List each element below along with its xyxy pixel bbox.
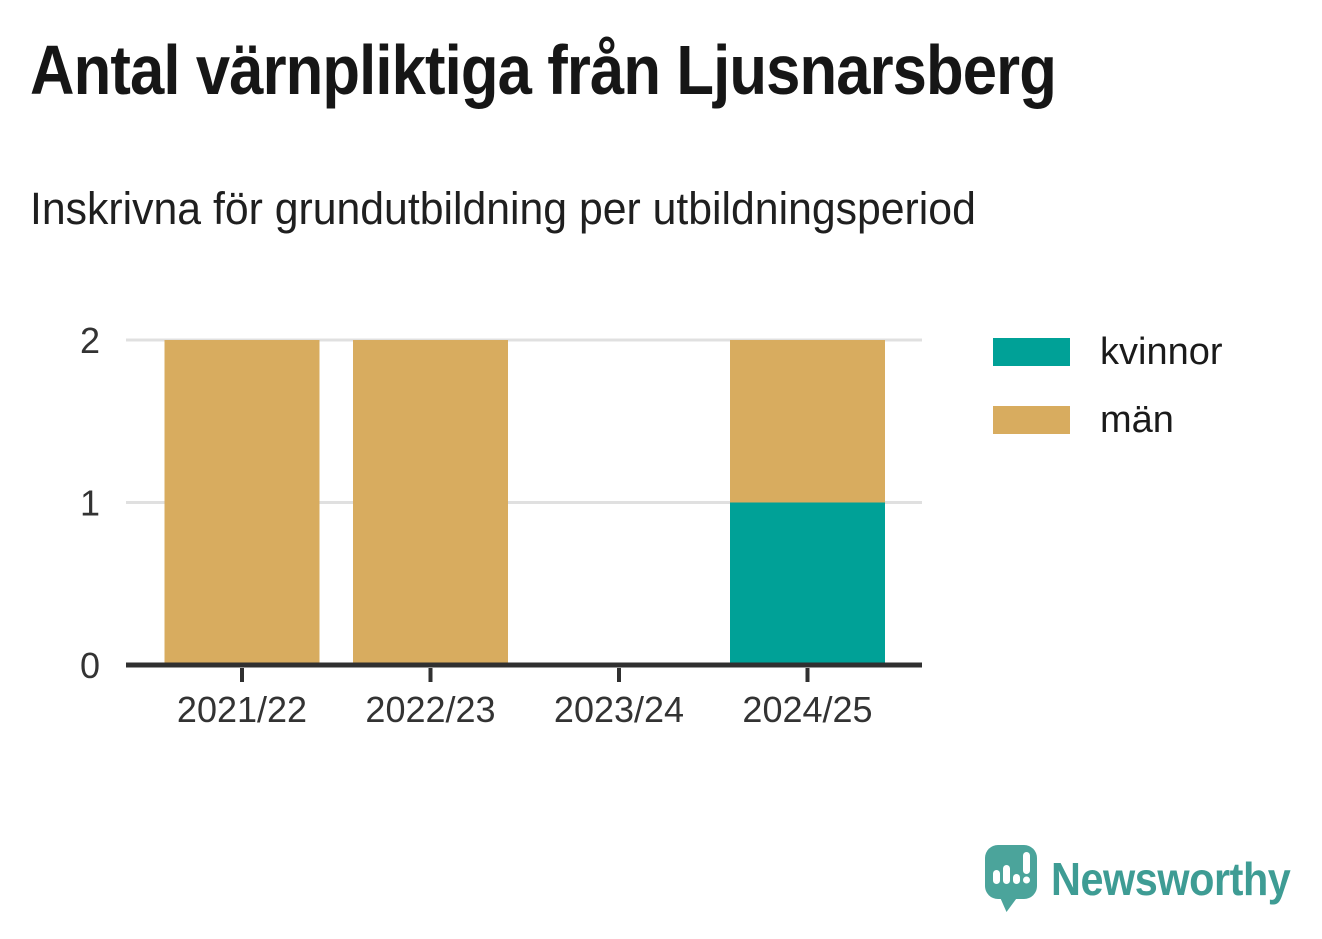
legend-item-kvinnor: kvinnor [993, 333, 1223, 371]
y-axis-tick-label: 2 [80, 320, 100, 361]
legend-swatch-kvinnor [993, 338, 1070, 366]
y-axis-tick-label: 0 [80, 645, 100, 686]
newsworthy-logo-text: Newsworthy [1051, 853, 1291, 905]
bar-segment-män [353, 340, 508, 665]
chart-subtitle: Inskrivna för grundutbildning per utbild… [30, 183, 976, 234]
x-axis-tick-label: 2021/22 [177, 689, 307, 730]
logo-bars-exclamation [993, 852, 1030, 884]
newsworthy-speech-bubble-chart-icon [985, 845, 1037, 912]
bar-segment-män [730, 340, 885, 503]
legend-label-kvinnor: kvinnor [1100, 331, 1223, 373]
bar-segment-kvinnor [730, 502, 885, 665]
newsworthy-logo: Newsworthy [985, 845, 1317, 913]
legend: kvinnor män [993, 333, 1223, 439]
legend-label-man: män [1100, 399, 1174, 441]
x-axis-tick-label: 2023/24 [554, 689, 684, 730]
chart-title: Antal värnpliktiga från Ljusnarsberg [30, 31, 1057, 109]
legend-swatch-man [993, 406, 1070, 434]
legend-item-man: män [993, 401, 1223, 439]
x-axis-tick-label: 2024/25 [742, 689, 872, 730]
bar-segment-män [164, 340, 320, 665]
y-axis-tick-label: 1 [80, 483, 100, 524]
x-axis-tick-label: 2022/23 [365, 689, 495, 730]
